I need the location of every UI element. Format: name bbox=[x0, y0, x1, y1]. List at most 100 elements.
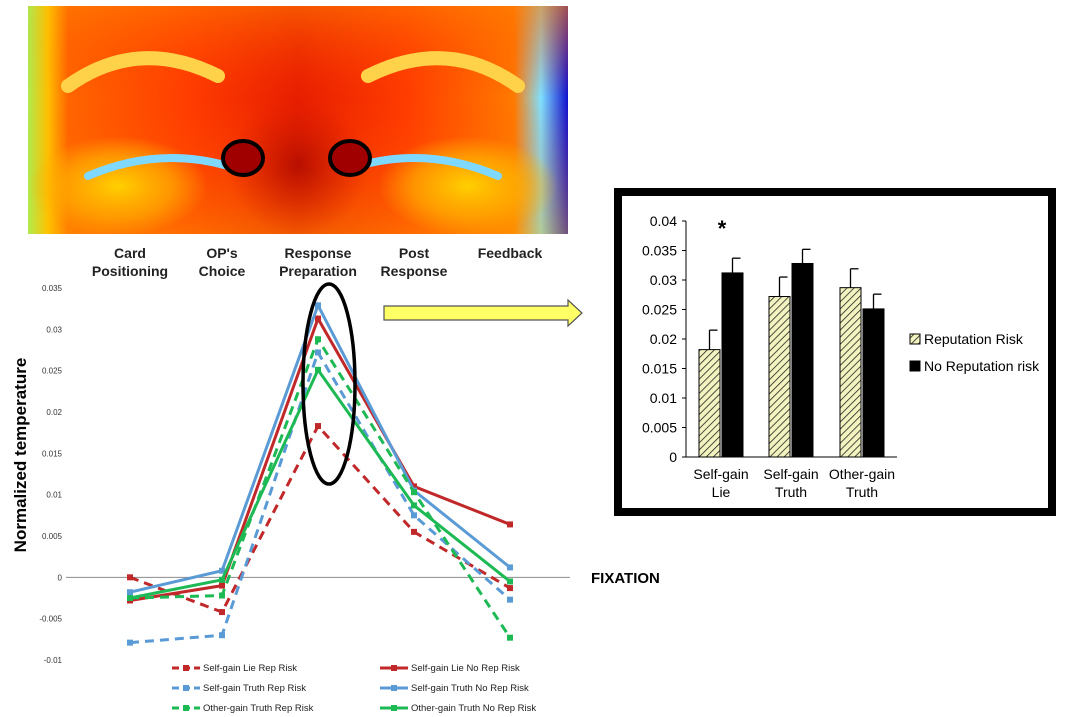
bar bbox=[791, 262, 814, 458]
data-point bbox=[127, 574, 133, 581]
phase-label: Post Response bbox=[381, 245, 448, 279]
data-point bbox=[219, 609, 225, 616]
data-point bbox=[411, 502, 417, 509]
data-point bbox=[411, 528, 417, 535]
data-point bbox=[315, 366, 321, 373]
legend-label: Self-gain Lie No Rep Risk bbox=[411, 663, 520, 674]
highlight-ellipse bbox=[301, 282, 357, 486]
category-label-line: Self-gain bbox=[693, 466, 748, 482]
phase-label: Response Preparation bbox=[279, 245, 357, 279]
category-label-line: Truth bbox=[846, 484, 878, 500]
legend-label: Self-gain Lie Rep Risk bbox=[203, 663, 297, 674]
category-label-line: Self-gain bbox=[763, 466, 818, 482]
bar-group-item bbox=[791, 248, 814, 458]
legend-item: Other-gain Truth Rep Risk bbox=[172, 703, 314, 714]
legend-marker bbox=[391, 665, 397, 671]
legend-swatch bbox=[909, 333, 921, 345]
data-point bbox=[127, 595, 133, 601]
data-point bbox=[315, 315, 321, 322]
series-line bbox=[129, 315, 511, 602]
data-point bbox=[411, 483, 417, 490]
data-point bbox=[507, 634, 513, 641]
y-tick-label: 0.025 bbox=[42, 367, 63, 376]
legend-marker bbox=[391, 705, 397, 711]
series-line bbox=[129, 423, 511, 614]
legend-item: No Reputation risk bbox=[909, 358, 1040, 374]
bar bbox=[862, 308, 885, 458]
category-label: Self-gain Lie bbox=[693, 466, 748, 500]
legend-marker bbox=[391, 685, 397, 691]
line-series bbox=[127, 348, 513, 646]
thermal-face-image bbox=[28, 6, 568, 234]
line-series bbox=[127, 366, 513, 601]
legend-marker bbox=[183, 665, 189, 671]
data-point bbox=[127, 589, 133, 596]
bar bbox=[721, 272, 744, 458]
bar bbox=[768, 296, 791, 458]
bar-group-item bbox=[768, 276, 791, 458]
legend-item: Self-gain Truth Rep Risk bbox=[172, 683, 306, 694]
right-eye-roi-circle bbox=[328, 139, 372, 177]
category-label-line: Truth bbox=[775, 484, 807, 500]
category-label-line: Other-gain bbox=[829, 466, 895, 482]
data-point bbox=[507, 521, 513, 528]
legend-label: Other-gain Truth Rep Risk bbox=[203, 703, 314, 714]
y-tick-label: 0 bbox=[669, 449, 677, 465]
category-label-line: Lie bbox=[712, 484, 731, 500]
bar-chart-legend: Reputation Risk No Reputation risk bbox=[909, 331, 1040, 374]
legend-item: Self-gain Truth No Rep Risk bbox=[380, 683, 529, 694]
left-eye-roi-circle bbox=[221, 139, 265, 177]
legend-label: Self-gain Truth Rep Risk bbox=[203, 683, 306, 694]
y-tick-label: 0.025 bbox=[642, 302, 677, 318]
line-chart-y-ticks: -0.01 -0.005 0 0.005 0.01 0.015 0.02 0.025 0.03 0… bbox=[39, 284, 62, 665]
bar bbox=[698, 349, 721, 458]
bar-chart-category-labels: Self-gain Lie Self-gain Truth Other-gain Trut… bbox=[693, 466, 895, 500]
data-point bbox=[507, 564, 513, 571]
y-tick-label: 0.005 bbox=[642, 420, 677, 436]
legend-item: Other-gain Truth No Rep Risk bbox=[380, 703, 536, 714]
y-tick-label: 0.035 bbox=[42, 284, 63, 293]
phase-labels: Card Positioning OP's Choice Response Prepara… bbox=[92, 245, 543, 279]
data-point bbox=[219, 567, 225, 574]
y-tick-label: 0.01 bbox=[46, 491, 62, 500]
data-point bbox=[219, 632, 225, 639]
category-label: Self-gain Truth bbox=[763, 466, 818, 500]
data-point bbox=[315, 349, 321, 356]
line-chart: Card Positioning OP's Choice Response Prepara… bbox=[11, 245, 660, 714]
data-point bbox=[315, 423, 321, 430]
y-tick-label: -0.01 bbox=[44, 656, 63, 665]
y-tick-label: 0.04 bbox=[650, 213, 677, 229]
bar-chart-bars bbox=[698, 248, 885, 458]
bar-chart-y-ticks: 0 0.005 0.01 0.015 0.02 0.025 0.03 0.035 0.04 bbox=[642, 213, 686, 465]
legend-marker bbox=[183, 685, 189, 691]
arrow-icon bbox=[383, 298, 583, 328]
legend-label: Reputation Risk bbox=[924, 331, 1024, 347]
y-tick-label: 0.03 bbox=[46, 325, 62, 334]
significance-asterisk: * bbox=[718, 216, 727, 241]
bar-group-item bbox=[721, 257, 744, 458]
series-line bbox=[129, 335, 512, 639]
line-chart-legend: Self-gain Lie Rep Risk Self-gain Lie No R… bbox=[172, 663, 536, 714]
legend-label: No Reputation risk bbox=[924, 358, 1040, 374]
data-point bbox=[315, 336, 321, 343]
bar-group-item bbox=[698, 329, 721, 458]
fixation-label: FIXATION bbox=[591, 570, 660, 587]
legend-marker bbox=[183, 705, 189, 711]
y-tick-label: 0.01 bbox=[650, 390, 677, 406]
data-point bbox=[219, 582, 225, 589]
line-chart-y-axis-label: Normalized temperature bbox=[11, 358, 30, 553]
legend-label: Self-gain Truth No Rep Risk bbox=[411, 683, 529, 694]
line-series bbox=[127, 335, 513, 641]
y-tick-label: -0.005 bbox=[39, 615, 62, 624]
line-series bbox=[127, 423, 513, 616]
y-tick-label: 0.03 bbox=[650, 272, 677, 288]
legend-label: Other-gain Truth No Rep Risk bbox=[411, 703, 536, 714]
data-point bbox=[315, 302, 321, 309]
data-point bbox=[411, 512, 417, 519]
y-tick-label: 0.02 bbox=[650, 331, 677, 347]
y-tick-label: 0.015 bbox=[42, 449, 63, 458]
phase-label: Feedback bbox=[478, 245, 543, 261]
data-point bbox=[507, 596, 513, 603]
line-chart-series bbox=[127, 301, 513, 646]
legend-item: Self-gain Lie Rep Risk bbox=[172, 663, 297, 674]
